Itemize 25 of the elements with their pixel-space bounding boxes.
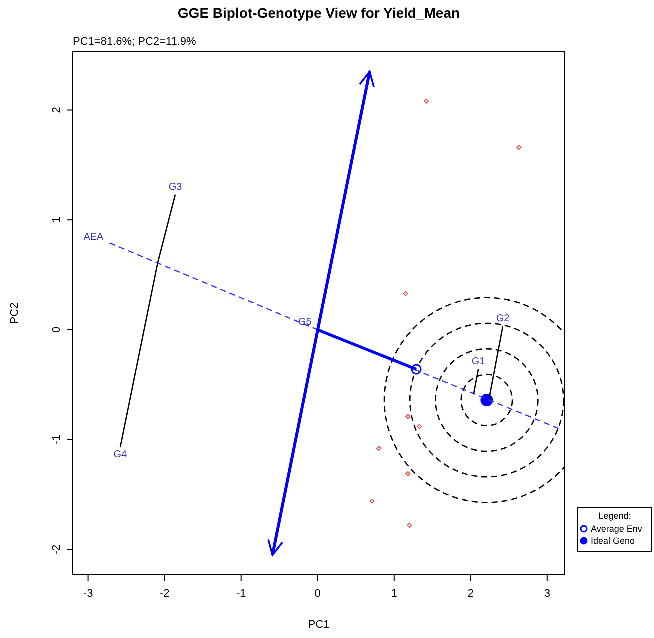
x-tick-label: 2: [468, 588, 474, 600]
y-axis-title: PC2: [9, 302, 21, 324]
legend-label: Average Env: [591, 524, 643, 534]
x-tick-label: -2: [160, 588, 170, 600]
legend-label: Ideal Geno: [591, 536, 636, 546]
x-tick-label: 3: [544, 588, 550, 600]
x-tick-label: -1: [236, 588, 246, 600]
chart-title: GGE Biplot-Genotype View for Yield_Mean: [178, 5, 460, 21]
chart-subtitle: PC1=81.6%; PC2=11.9%: [73, 36, 197, 48]
y-tick-label: 1: [51, 217, 63, 224]
annotation: G1: [472, 356, 486, 368]
annotation: AEA: [84, 232, 104, 244]
y-tick-label: -2: [51, 544, 63, 555]
annotation: G5: [298, 316, 312, 328]
x-tick-label: -3: [83, 588, 94, 600]
x-axis-title: PC1: [308, 619, 330, 631]
legend-title: Legend:: [598, 511, 632, 521]
annotation: G2: [496, 314, 510, 325]
annotation: G3: [168, 182, 183, 193]
annotation: G4: [114, 450, 128, 461]
y-tick-label: 2: [51, 107, 63, 114]
x-tick-label: 1: [391, 588, 398, 600]
y-tick-label: 0: [51, 326, 63, 334]
y-tick-label: -1: [51, 434, 63, 445]
x-tick-label: 0: [314, 588, 321, 600]
